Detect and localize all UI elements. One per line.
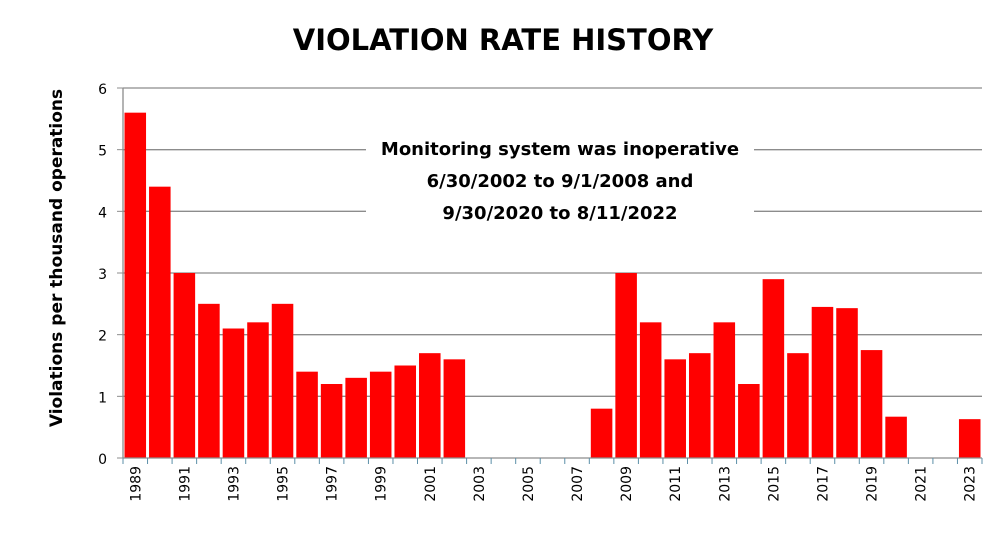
bar-2008 [590,408,613,458]
bar-2014 [738,384,760,458]
x-tick-label: 1991 [177,466,193,502]
bar-2016 [787,353,809,458]
y-tick-label: 3 [98,267,107,283]
x-tick-label: 2021 [914,466,930,502]
bar-2018 [836,308,858,458]
bar-1992 [198,303,220,458]
axes: 0 1 2 3 4 5 6 1989 1991 1993 1995 1997 1999 2001 2003 2… [98,82,983,502]
x-tick-label: 1997 [325,466,341,502]
bar-2000 [394,365,417,458]
y-tick-label: 4 [98,205,107,221]
bar-1997 [320,384,343,458]
annotation-line-2: 6/30/2002 to 9/1/2008 and [427,171,694,192]
y-tick-label: 1 [98,390,107,406]
bar-2012 [688,353,711,458]
y-tick-label: 0 [98,452,107,468]
x-tick-label: 1999 [374,466,390,502]
bar-2020 [885,416,907,458]
bar-2001 [419,353,441,458]
x-tick-label: 2011 [668,466,684,502]
bar-2009 [615,273,637,458]
x-tick-label: 1993 [226,466,242,502]
x-tick-label: 1995 [276,466,292,502]
bar-1989 [124,112,147,459]
bars [124,112,981,459]
y-axis-label: Violations per thousand operations [47,89,67,427]
y-tick-label: 6 [98,82,107,98]
x-tick-label: 2019 [865,466,881,502]
annotation-line-1: Monitoring system was inoperative [381,139,739,160]
x-tick-label: 2017 [815,466,831,502]
y-tick-label: 5 [98,144,107,160]
bar-1994 [247,322,269,458]
bar-2019 [860,350,883,458]
bar-2023 [958,419,981,458]
bar-2011 [664,359,686,458]
bar-1995 [271,303,294,458]
y-tick-label: 2 [98,329,107,345]
x-tick-label: 2023 [963,466,979,502]
bar-2017 [811,306,834,458]
bar-1996 [296,371,318,458]
bar-2010 [639,322,662,458]
chart-title: VIOLATION RATE HISTORY [293,23,714,57]
x-tick-label: 2009 [619,466,635,502]
bar-1993 [222,328,245,458]
x-tick-label: 2003 [472,466,488,502]
bar-1990 [149,186,171,458]
bar-2002 [443,359,466,458]
x-tick-label: 1989 [128,466,144,502]
x-tick-label: 2001 [423,466,439,502]
bar-1998 [345,377,367,458]
annotation-line-3: 9/30/2020 to 8/11/2022 [442,203,677,224]
annotation-box [366,130,754,226]
x-tick-label: 2005 [521,466,537,502]
x-tick-label: 2007 [570,466,586,502]
x-tick-label: 2015 [766,466,782,502]
bar-2013 [713,322,736,458]
x-tick-label: 2013 [717,466,733,502]
bar-2015 [762,279,785,458]
bar-1999 [369,371,392,458]
bar-1991 [173,273,196,458]
